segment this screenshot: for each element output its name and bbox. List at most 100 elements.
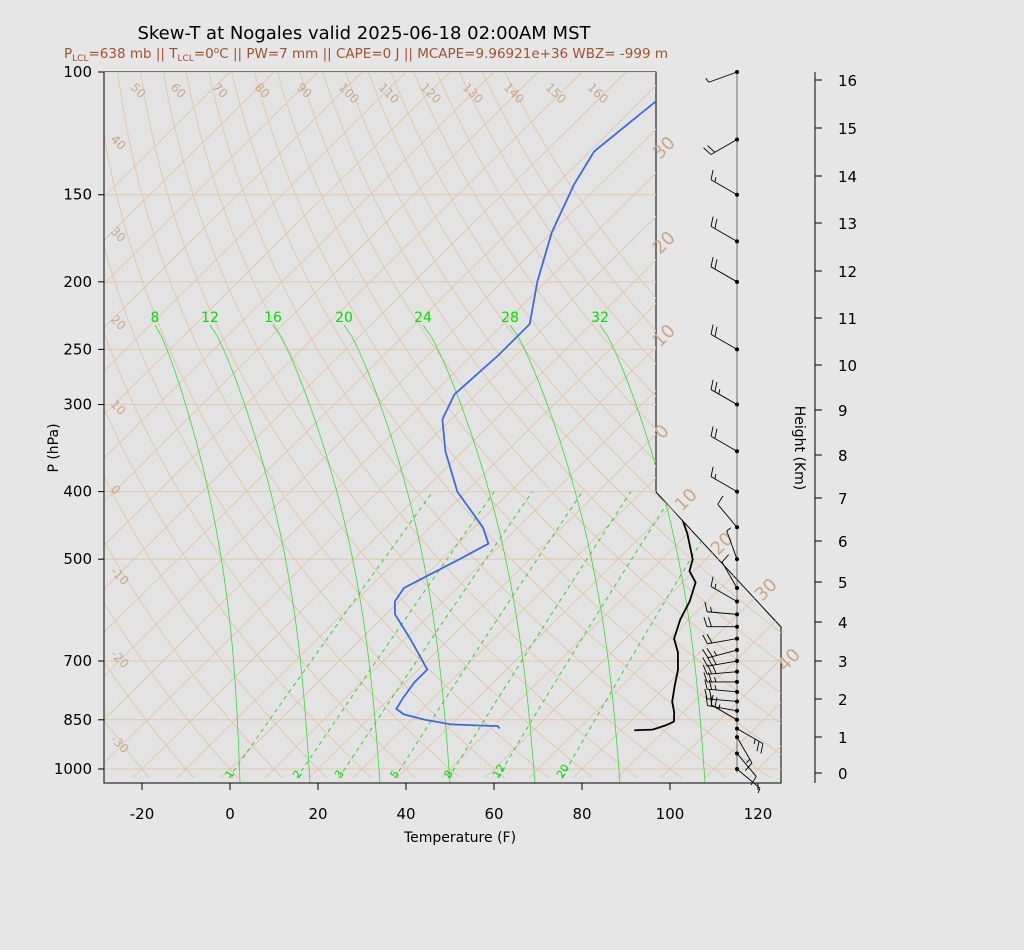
x-axis-title: Temperature (F) [403,830,516,846]
isotherm-line [104,72,671,779]
y-tick-label: 200 [63,273,92,291]
mixing-ratio-line-1 [228,491,434,779]
y-axis-title: P (hPa) [46,423,62,472]
wind-barb-flag [702,634,708,645]
wind-barb-flag [721,554,730,563]
isotherm-line [572,72,781,779]
y-tick-label: 400 [63,483,92,501]
isotherm-line [660,72,781,779]
wind-barb-flag [703,147,712,155]
wind-barb-flag [706,647,713,657]
wind-barb-flag [714,697,718,708]
dry-adiabat-line [117,72,550,779]
isotherm-line [104,72,451,779]
y-tick-label: 1000 [54,760,92,778]
wind-barb [707,638,738,645]
wind-barb-flag [710,256,714,267]
height-tick-label: 13 [838,215,857,233]
wind-dot [735,279,739,284]
theta-e-label: 12 [201,310,219,326]
wind-barb [707,671,738,675]
subtitle-t-lcl: 0 [205,46,214,62]
height-tick-label: 10 [838,357,857,375]
wind-dot [735,648,739,653]
isotherm-line [104,72,627,779]
height-tick-label: 16 [838,72,857,90]
wind-barb-flag [756,741,760,752]
wind-barb-flag [710,324,714,335]
mixing-ratio-line-20 [561,491,733,779]
wind-dot [735,137,739,142]
wind-barb-flag [750,776,757,786]
wind-barb [736,768,761,789]
wind-barb-flag [757,788,761,794]
dry-adiabat-line [104,72,505,779]
wind-barb-flag [707,145,716,153]
mixing-ratio-line-12 [496,491,675,779]
wind-dot [735,689,739,694]
y-tick-label: 300 [63,396,92,414]
isotherm-line [484,72,781,779]
theta-e-label: 24 [414,310,432,326]
wind-barb-flag [746,758,751,764]
wind-barb-flag [702,664,708,675]
wind-barb-flag [717,495,724,505]
dry-adiabat-line [162,72,638,779]
height-tick-label: 3 [838,653,848,671]
isotherm-line [104,72,275,779]
wind-barb-flag [710,169,714,180]
wind-barb [707,611,738,615]
wind-barb [736,753,757,777]
mixing-ratio-line-8 [448,491,632,779]
wind-dot [735,708,739,713]
wind-barb-flag [718,704,721,710]
height-tick-label: 14 [838,168,857,186]
dry-adiabat-line [185,72,683,779]
subtitle-p-lcl: 638 [100,46,126,62]
wind-dot [735,624,739,629]
wind-barb [707,698,738,702]
subtitle-pw: 7 [279,46,288,62]
wind-barb-flag [710,426,714,437]
wind-dot [735,489,739,494]
theta-e-label: 20 [335,310,353,326]
wind-barb [710,179,738,196]
wind-dot [735,192,739,197]
dry-adiabat-line [458,72,781,779]
mixing-ratio-lines [228,491,733,779]
wind-barb-flag [714,583,717,589]
subtitle-cape: 0 [383,46,392,62]
isotherm-line [220,72,781,779]
dry-adiabat-line [104,72,416,779]
wind-barb [710,226,738,242]
mixing-ratio-line-5 [394,491,583,779]
wind-barb-flag [713,651,718,656]
wind-barb-flag [711,655,717,665]
wind-barb [726,530,738,560]
wind-barb [736,728,764,744]
wind-dot [735,726,739,731]
chart-subtitle: PLCL=638 mb || TLCL=0oC || PW=7 mm || CA… [64,46,668,64]
dry-adiabat-line [104,72,239,779]
wind-barb-flag [710,576,714,587]
moist-adiabat-20 [343,324,451,783]
wind-dot [735,525,739,530]
y-tick-label: 100 [63,63,92,81]
wind-barb-flag [710,607,713,613]
trace-dewpoint [393,72,693,730]
dry-adiabat-line [208,72,727,779]
isotherm-line [104,72,715,779]
dry-adiabat-line [276,72,781,779]
theta-e-label: 16 [264,310,282,326]
wind-barb-flag [714,326,718,337]
wind-barb-flag [703,672,708,683]
wind-dot [735,599,739,604]
dry-adiabat-line [299,72,781,779]
x-tick-label: 100 [656,805,685,823]
wind-barb [707,649,738,659]
moist-adiabat-32 [599,324,706,783]
wind-barb [708,71,738,83]
isotherm-line [528,72,781,779]
height-tick-label: 6 [838,533,848,551]
